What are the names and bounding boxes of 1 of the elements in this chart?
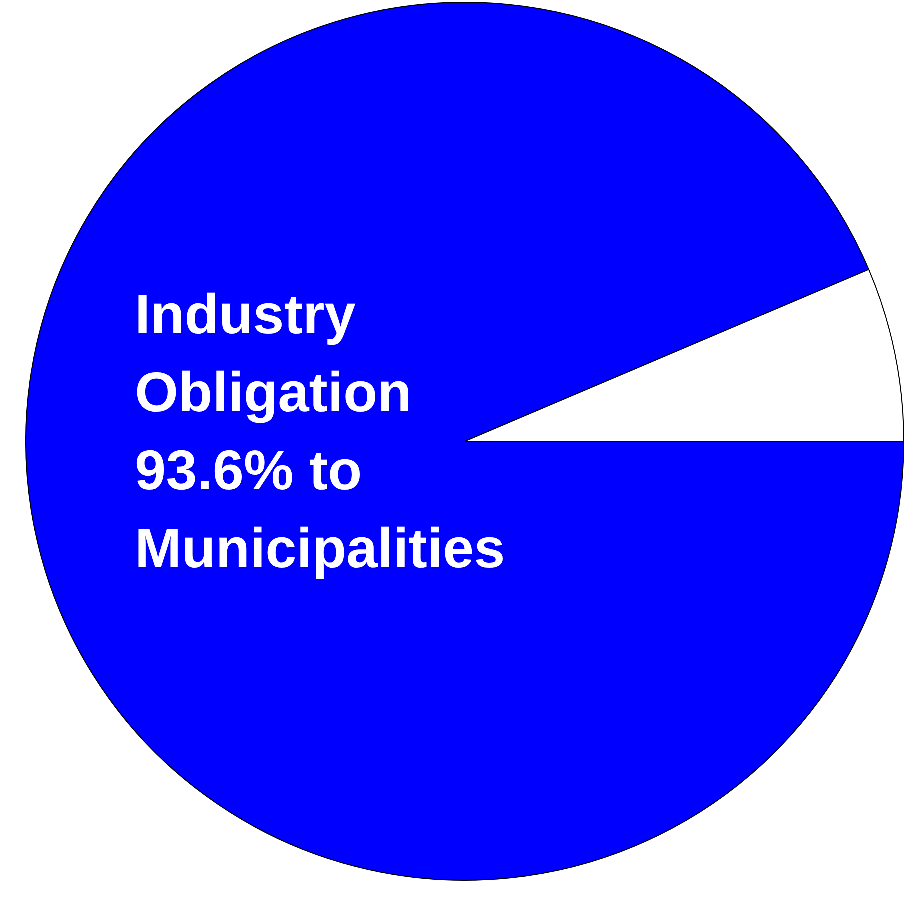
slice-label: Industry Obligation 93.6% to Municipalities — [135, 282, 506, 580]
